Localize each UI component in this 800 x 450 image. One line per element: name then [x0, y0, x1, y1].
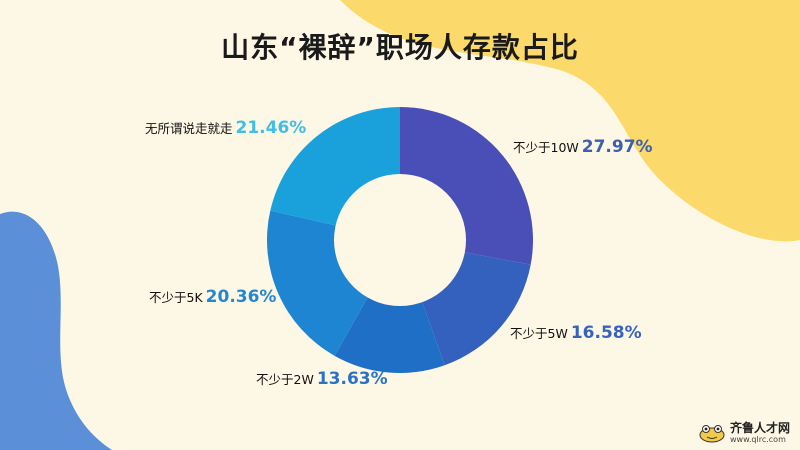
bg-blue-blob: [0, 211, 112, 450]
slice-label-2: 不少于2W 13.63%: [256, 369, 388, 389]
watermark-url: www.qlrc.com: [729, 435, 786, 444]
slice-2: [334, 240, 445, 374]
slice-label-value: 27.97%: [582, 137, 653, 157]
slice-label-value: 16.58%: [571, 323, 642, 343]
slice-label-4: 无所谓说走就走 21.46%: [145, 118, 306, 138]
slice-label-name: 无所谓说走就走: [145, 121, 233, 136]
slice-label-name: 不少于5W: [510, 326, 568, 341]
donut-hole: [334, 174, 466, 306]
slice-label-1: 不少于5W 16.58%: [510, 323, 642, 343]
slice-label-3: 不少于5K 20.36%: [149, 287, 276, 307]
slice-labels: 不少于10W 27.97%不少于5W 16.58%不少于2W 13.63%不少于5K 2…: [145, 118, 653, 389]
slice-label-name: 不少于10W: [513, 140, 579, 155]
frog-logo-icon: [699, 425, 725, 443]
slice-label-name: 不少于5K: [149, 290, 203, 305]
bg-yellow-blob: [340, 0, 800, 242]
slice-label-value: 13.63%: [317, 369, 388, 389]
slice-label-value: 21.46%: [236, 118, 307, 138]
slice-label-0: 不少于10W 27.97%: [513, 137, 653, 157]
slice-label-value: 20.36%: [206, 287, 277, 307]
chart-title: 山东“裸辞”职场人存款占比: [221, 31, 579, 64]
watermark-name: 齐鲁人才网: [729, 421, 790, 435]
slice-label-name: 不少于2W: [256, 372, 314, 387]
watermark-logo: 齐鲁人才网 www.qlrc.com: [698, 422, 790, 444]
